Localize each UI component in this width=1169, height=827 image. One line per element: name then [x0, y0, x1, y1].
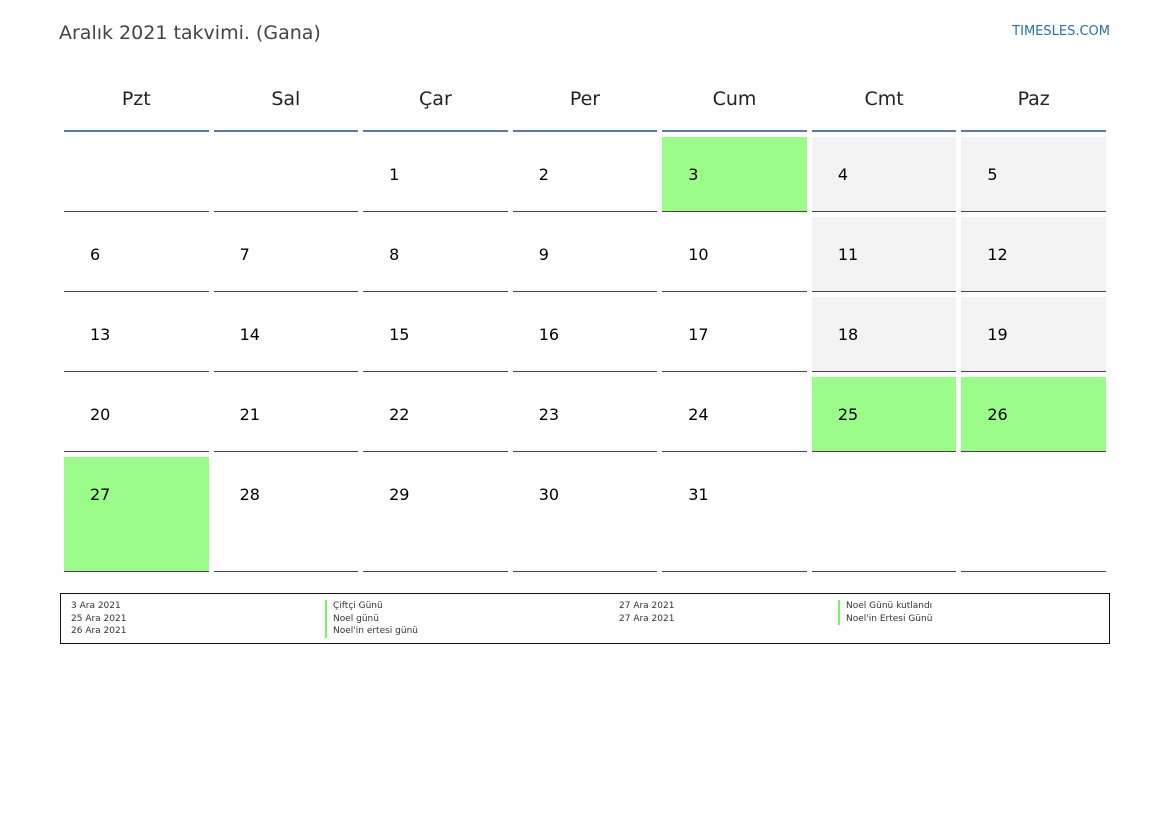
- day-cell-holiday: 25: [811, 372, 957, 452]
- legend-holiday-name: Noel günü: [333, 613, 379, 624]
- legend-holiday-name: Noel'in Ertesi Günü: [846, 613, 933, 624]
- day-cell: [64, 132, 209, 212]
- legend-date: 3 Ara 2021: [71, 601, 121, 611]
- legend-holiday-name: Çiftçi Günü: [333, 601, 383, 611]
- day-cell-weekend: 4: [811, 132, 957, 212]
- day-cell-weekend: 19: [961, 292, 1106, 372]
- day-cell-weekend: 11: [811, 212, 957, 292]
- day-cell: 6: [64, 212, 209, 292]
- weekday-header: Cmt: [811, 68, 957, 132]
- calendar-grid: Pzt Sal Çar Per Cum Cmt Paz 1 2 3 4 5 6 …: [59, 68, 1111, 572]
- weekday-header: Per: [512, 68, 658, 132]
- day-cell: 9: [512, 212, 658, 292]
- day-cell-weekend: 12: [961, 212, 1106, 292]
- day-cell: 23: [512, 372, 658, 452]
- weekday-header: Paz: [961, 68, 1106, 132]
- day-cell: [961, 452, 1106, 572]
- day-cell: 31: [662, 452, 807, 572]
- day-cell: 7: [213, 212, 359, 292]
- legend-date: 27 Ara 2021: [619, 601, 675, 611]
- legend-names-left: Çiftçi Günü Noel günü Noel'in ertesi gün…: [325, 600, 418, 638]
- day-cell: [811, 452, 957, 572]
- weekday-header: Pzt: [64, 68, 209, 132]
- legend-holiday-name: Noel Günü kutlandı: [846, 601, 933, 611]
- site-link[interactable]: TIMESLES.COM: [1012, 24, 1110, 39]
- day-cell: 20: [64, 372, 209, 452]
- week-row: 1 2 3 4 5: [64, 132, 1106, 212]
- day-cell-holiday: 3: [662, 132, 807, 212]
- day-cell: 24: [662, 372, 807, 452]
- week-row: 6 7 8 9 10 11 12: [64, 212, 1106, 292]
- day-cell-holiday: 26: [961, 372, 1106, 452]
- day-cell: 21: [213, 372, 359, 452]
- day-cell: 14: [213, 292, 359, 372]
- week-row: 13 14 15 16 17 18 19: [64, 292, 1106, 372]
- weekday-header: Çar: [363, 68, 508, 132]
- weekday-header: Sal: [213, 68, 359, 132]
- day-cell-weekend: 18: [811, 292, 957, 372]
- day-cell-weekend: 5: [961, 132, 1106, 212]
- legend-dates-left: 3 Ara 2021 25 Ara 2021 26 Ara 2021: [71, 600, 126, 638]
- legend-date: 25 Ara 2021: [71, 613, 127, 624]
- legend-names-right: Noel Günü kutlandı Noel'in Ertesi Günü: [838, 600, 932, 625]
- page-title: Aralık 2021 takvimi. (Gana): [59, 22, 321, 44]
- holiday-legend: 3 Ara 2021 25 Ara 2021 26 Ara 2021 Çiftç…: [60, 593, 1110, 644]
- legend-date: 27 Ara 2021: [619, 613, 675, 624]
- day-cell: 28: [213, 452, 359, 572]
- day-cell: 13: [64, 292, 209, 372]
- day-cell-holiday: 27: [64, 452, 209, 572]
- day-cell: [213, 132, 359, 212]
- weekday-header-row: Pzt Sal Çar Per Cum Cmt Paz: [64, 68, 1106, 132]
- day-cell: 15: [363, 292, 508, 372]
- weekday-header: Cum: [662, 68, 807, 132]
- day-cell: 2: [512, 132, 658, 212]
- day-cell: 10: [662, 212, 807, 292]
- week-row: 27 28 29 30 31: [64, 452, 1106, 572]
- day-cell: 17: [662, 292, 807, 372]
- day-cell: 16: [512, 292, 658, 372]
- day-cell: 8: [363, 212, 508, 292]
- day-cell: 1: [363, 132, 508, 212]
- legend-date: 26 Ara 2021: [71, 626, 127, 636]
- day-cell: 29: [363, 452, 508, 572]
- week-row: 20 21 22 23 24 25 26: [64, 372, 1106, 452]
- day-cell: 22: [363, 372, 508, 452]
- legend-dates-right: 27 Ara 2021 27 Ara 2021: [619, 600, 674, 625]
- legend-holiday-name: Noel'in ertesi günü: [333, 626, 418, 636]
- day-cell: 30: [512, 452, 658, 572]
